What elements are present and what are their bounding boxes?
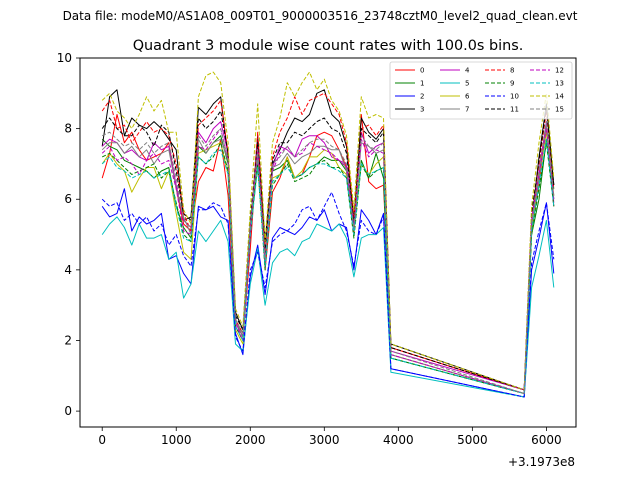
series-line-14 bbox=[101, 71, 555, 391]
y-tick-label: 0 bbox=[64, 404, 72, 418]
y-tick-label: 4 bbox=[64, 263, 72, 277]
series-line-2 bbox=[101, 188, 555, 398]
y-tick-label: 6 bbox=[64, 192, 72, 206]
axes-frame bbox=[79, 57, 577, 428]
legend-label-3: 3 bbox=[420, 106, 424, 114]
x-tick-label: 5000 bbox=[457, 433, 488, 447]
y-tick-label: 10 bbox=[57, 51, 72, 65]
series-line-9 bbox=[101, 142, 555, 394]
legend-label-2: 2 bbox=[420, 93, 424, 101]
legend-label-6: 6 bbox=[465, 93, 470, 101]
x-tick-label: 4000 bbox=[383, 433, 414, 447]
legend-label-10: 10 bbox=[510, 93, 519, 101]
legend-label-11: 11 bbox=[510, 106, 519, 114]
series-line-12 bbox=[101, 128, 555, 394]
legend-label-9: 9 bbox=[510, 80, 514, 88]
x-tick-label: 0 bbox=[98, 433, 106, 447]
x-tick-label: 6000 bbox=[531, 433, 562, 447]
x-tick-label: 2000 bbox=[235, 433, 266, 447]
x-tick-label: 3000 bbox=[309, 433, 340, 447]
series-line-13 bbox=[101, 138, 555, 394]
x-tick-label: 1000 bbox=[161, 433, 192, 447]
legend-label-13: 13 bbox=[555, 80, 564, 88]
series-line-15 bbox=[101, 121, 555, 394]
legend-label-1: 1 bbox=[420, 80, 424, 88]
series-line-10 bbox=[101, 191, 555, 398]
legend-label-15: 15 bbox=[555, 106, 564, 114]
y-tick-label: 8 bbox=[64, 122, 72, 136]
legend-label-12: 12 bbox=[555, 67, 564, 75]
x-offset-label: +3.1973e8 bbox=[508, 455, 575, 469]
legend-label-8: 8 bbox=[510, 67, 514, 75]
file-suptitle: Data file: modeM0/AS1A08_009T01_90000035… bbox=[63, 9, 578, 23]
y-tick-label: 2 bbox=[64, 333, 72, 347]
legend-label-5: 5 bbox=[465, 80, 469, 88]
series-line-5 bbox=[101, 216, 555, 398]
legend-box bbox=[389, 61, 573, 120]
legend-label-7: 7 bbox=[465, 106, 469, 114]
legend-label-0: 0 bbox=[420, 67, 424, 75]
legend-label-14: 14 bbox=[555, 93, 564, 101]
legend-label-4: 4 bbox=[465, 67, 470, 75]
chart-title: Quadrant 3 module wise count rates with … bbox=[133, 38, 524, 54]
